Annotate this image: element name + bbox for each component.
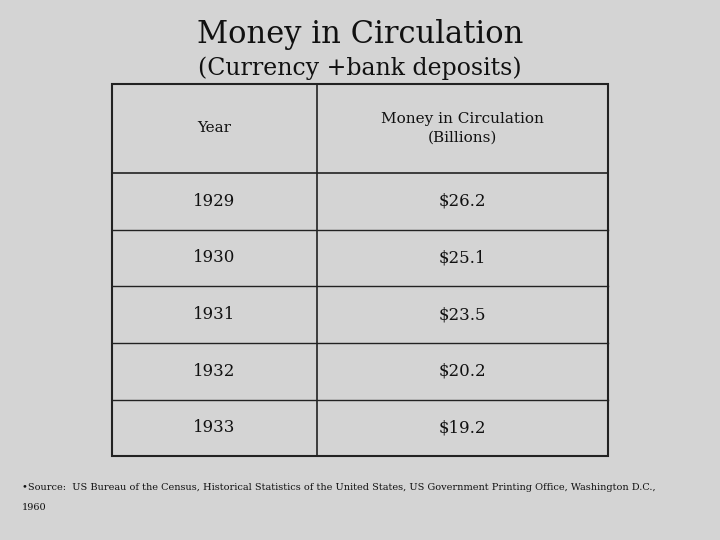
Text: •Source:  US Bureau of the Census, Historical Statistics of the United States, U: •Source: US Bureau of the Census, Histor… [22,483,655,492]
Text: 1931: 1931 [193,306,235,323]
Text: 1930: 1930 [193,249,235,266]
Text: $19.2: $19.2 [439,420,486,436]
Text: $20.2: $20.2 [438,363,487,380]
Text: 1929: 1929 [193,193,235,210]
Text: Year: Year [197,122,231,135]
Bar [112,84,608,456]
Text: $26.2: $26.2 [439,193,486,210]
Text: 1932: 1932 [193,363,235,380]
Text: 1933: 1933 [193,420,235,436]
Text: 1960: 1960 [22,503,46,512]
Text: $23.5: $23.5 [439,306,486,323]
Text: Money in Circulation: Money in Circulation [197,19,523,50]
Text: Money in Circulation
(Billions): Money in Circulation (Billions) [381,112,544,144]
Text: $25.1: $25.1 [439,249,486,266]
Text: (Currency +bank deposits): (Currency +bank deposits) [198,57,522,80]
